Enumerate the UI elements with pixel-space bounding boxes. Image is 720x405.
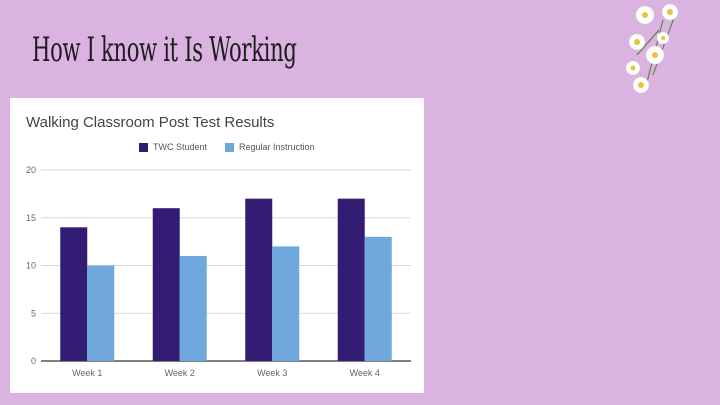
bar-regular — [272, 246, 300, 361]
y-tick-label: 20 — [26, 165, 36, 175]
x-tick-label: Week 3 — [257, 368, 287, 378]
y-tick-label: 15 — [26, 213, 36, 223]
bar-twc — [152, 208, 180, 361]
chart-legend: TWC Student Regular Instruction — [139, 142, 315, 152]
legend-item-twc: TWC Student — [139, 142, 207, 152]
x-tick-label: Week 4 — [350, 368, 380, 378]
daisy-bouquet-icon — [625, 3, 679, 94]
y-tick-label: 10 — [26, 261, 36, 271]
bar-twc — [337, 198, 365, 361]
y-tick-label: 0 — [31, 356, 36, 366]
x-tick-label: Week 1 — [72, 368, 102, 378]
legend-label-regular: Regular Instruction — [239, 142, 315, 152]
legend-swatch-regular — [225, 142, 235, 152]
legend-item-regular: Regular Instruction — [225, 142, 315, 152]
bar-regular — [179, 255, 207, 361]
x-tick-label: Week 2 — [165, 368, 195, 378]
bar-regular — [364, 236, 392, 361]
bar-twc — [245, 198, 273, 361]
bar-regular — [87, 265, 115, 361]
y-tick-label: 5 — [31, 308, 36, 318]
chart-title: Walking Classroom Post Test Results — [26, 114, 275, 131]
legend-label-twc: TWC Student — [153, 142, 208, 152]
bar-chart: 0 5 10 15 20 Week 1 Week 2 Week 3 Week 4 — [26, 165, 411, 378]
legend-swatch-twc — [139, 142, 148, 152]
chart-card: Walking Classroom Post Test Results TWC … — [10, 98, 424, 393]
bar-twc — [60, 227, 88, 361]
slide-title: How I know it Is Working — [32, 30, 297, 70]
